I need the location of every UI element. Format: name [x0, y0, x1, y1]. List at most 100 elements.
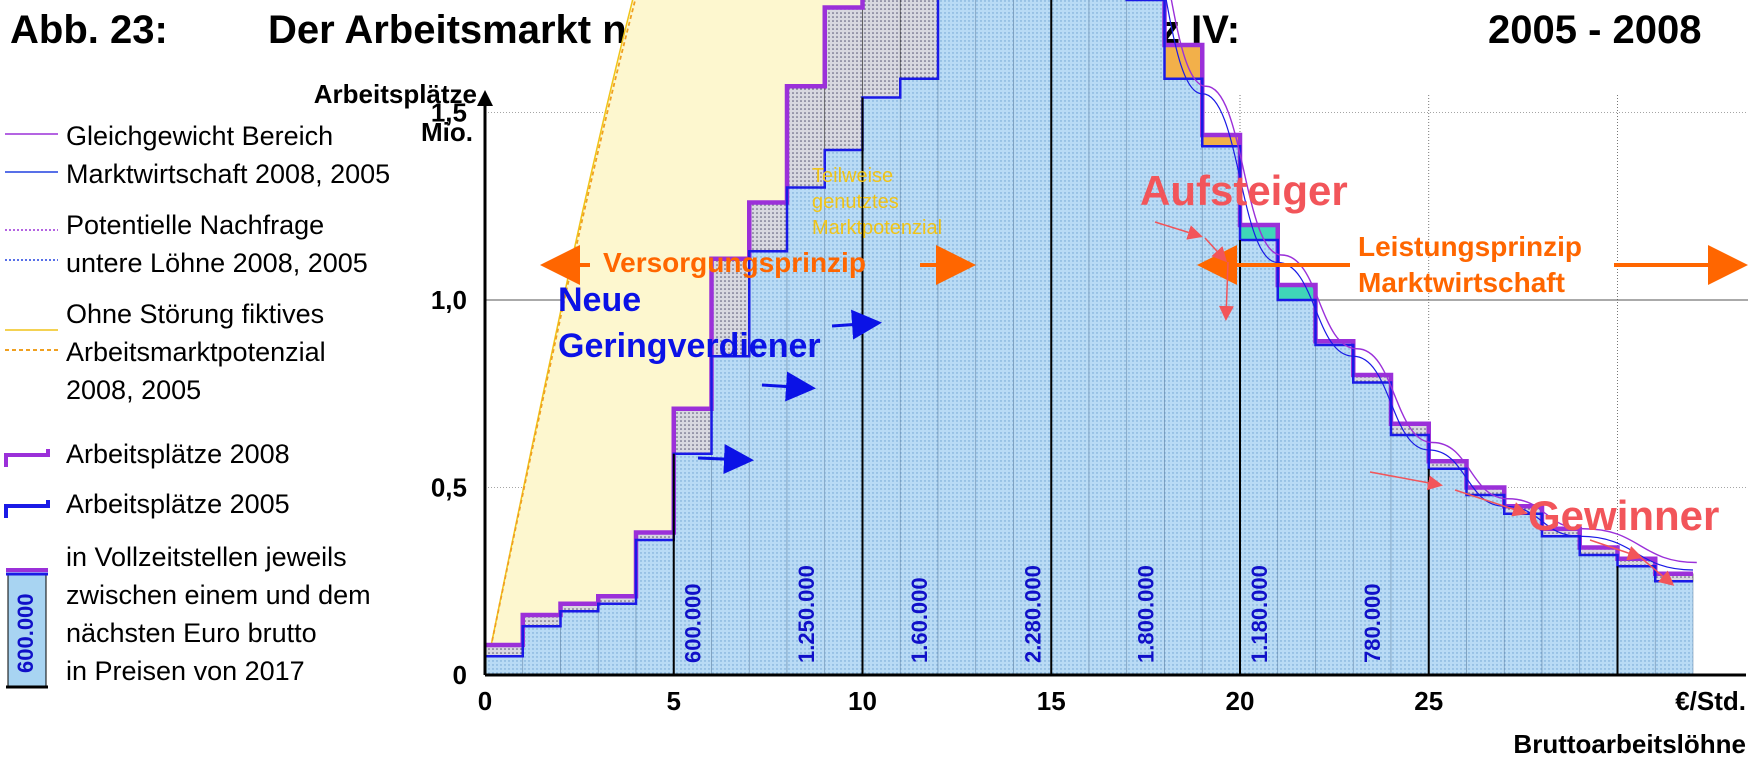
bar-2005 — [1277, 299, 1316, 676]
annotation-teilweise: Teilweise — [812, 165, 893, 187]
legend-step — [4, 449, 50, 467]
bar-2005 — [1654, 580, 1694, 676]
annotation-gewinner: Gewinner — [1528, 492, 1719, 539]
bar-value-label: 1.60.000 — [907, 577, 932, 663]
step-lines — [485, 0, 1693, 675]
legend: Gleichgewicht Bereich Marktwirtschaft 200… — [4, 121, 390, 689]
y-axis-arrow — [477, 90, 493, 106]
bar-value-label: 1.800.000 — [1134, 565, 1159, 663]
y-axis-unit: Mio. — [421, 117, 473, 147]
bar-labels: 600.000 1.250.000 1.60.000 2.280.000 1.800.0… — [681, 565, 1386, 663]
legend-bar-sample — [7, 572, 47, 687]
bar-2005 — [1617, 565, 1656, 676]
bar-2005 — [711, 355, 750, 676]
annotation-marktpotenzial: Marktpotenzial — [812, 217, 942, 239]
arrow-blue-1 — [831, 309, 882, 340]
arrow-red-5 — [1454, 489, 1528, 517]
legend-item-4: Arbeitsplätze 2008 — [4, 439, 290, 469]
bar-2005 — [1239, 239, 1279, 676]
bar-increase-2008 — [824, 7, 863, 151]
figure-number: Abb. 23: — [10, 8, 168, 52]
annotation-neue: Neue — [558, 281, 641, 319]
bar-2005 — [597, 603, 637, 676]
bar-2005 — [1390, 434, 1430, 676]
bar-increase-2008 — [862, 0, 901, 98]
bar-2005 — [748, 250, 788, 676]
legend-text-line: Arbeitsplätze 2005 — [66, 489, 290, 519]
step-line-2008 — [485, 0, 1693, 648]
x-tick-label: 20 — [1226, 686, 1255, 716]
bar-value-label: 1.250.000 — [794, 565, 819, 663]
legend-text-line: Gleichgewicht Bereich — [66, 121, 333, 151]
legend-item-5: Arbeitsplätze 2005 — [4, 489, 290, 519]
bar-2005 — [824, 149, 863, 676]
legend-text-line: Potentielle Nachfrage — [66, 210, 324, 240]
annotation-leistungsprinzip: Leistungsprinzip — [1358, 231, 1582, 262]
bar-2005 — [937, 0, 977, 676]
y-tick-label: 0 — [453, 660, 467, 690]
bar-2005 — [635, 539, 675, 676]
arrow-blue-3 — [697, 444, 754, 475]
legend-step — [4, 500, 50, 518]
annotation-marktwirtschaft: Marktwirtschaft — [1358, 267, 1565, 298]
bar-2005 — [1428, 468, 1467, 676]
bar-2005 — [1088, 0, 1128, 676]
legend-text-line: zwischen einem und dem — [66, 580, 371, 610]
arrow-red-6 — [1589, 539, 1643, 561]
legend-text-line: in Vollzeitstellen jeweils — [66, 542, 347, 572]
bar-2005 — [1126, 0, 1165, 676]
equilibrium-curve-2008 — [1170, 0, 1697, 564]
legend-item-3: Ohne Störung fiktives Arbeitsmarktpotenzi… — [5, 299, 326, 405]
bars-2005 — [484, 0, 1694, 676]
y-tick-label: 1,5 — [431, 98, 467, 128]
bar-2005 — [1201, 145, 1241, 676]
annotations: Teilweise genutztes Marktpotenzial Versorgu… — [540, 165, 1748, 586]
legend-text-line: 2008, 2005 — [66, 375, 201, 405]
x-tick-label: 25 — [1414, 686, 1443, 716]
legend-item-1: Gleichgewicht Bereich Marktwirtschaft 200… — [5, 121, 390, 189]
x-axis-label: Bruttoarbeitslöhne — [1513, 729, 1746, 759]
bar-increase-2008 — [1164, 44, 1203, 80]
arrow-red-7 — [1639, 556, 1675, 586]
bar-value-label: 2.280.000 — [1020, 565, 1045, 663]
bar-2005 — [1541, 535, 1581, 676]
arrow-red-1 — [1154, 221, 1203, 240]
bar-increase-2008 — [673, 408, 712, 455]
potential-line-2008 — [484, 0, 1136, 676]
legend-text-line: in Preisen von 2017 — [66, 656, 305, 686]
axes: 00,51,01,52,02,50510152025€/Std.Bruttoar… — [314, 79, 1746, 759]
bar-2005 — [1579, 554, 1618, 676]
bar-2005 — [522, 625, 561, 676]
bar-2005 — [1466, 494, 1505, 676]
legend-text-line: Marktwirtschaft 2008, 2005 — [66, 159, 390, 189]
annotation-genutztes: genutztes — [812, 191, 899, 213]
bar-2005 — [1050, 0, 1090, 676]
potential-line-2005 — [484, 0, 1136, 676]
bar-increase-2008 — [899, 0, 939, 80]
bar-value-label: 780.000 — [1360, 583, 1385, 663]
y-axis-label: Arbeitsplätze — [314, 79, 477, 109]
x-axis-unit: €/Std. — [1675, 686, 1746, 716]
y-tick-label: 0,5 — [431, 473, 467, 503]
legend-text-line: Arbeitsmarktpotenzial — [66, 337, 326, 367]
annotation-geringverdiener: Geringverdiener — [558, 327, 821, 365]
y-tick-label: 1,0 — [431, 285, 467, 315]
annotation-versorgungsprinzip: Versorgungsprinzip — [603, 247, 866, 278]
arrow-blue-2 — [761, 371, 816, 402]
arrow-red-3 — [1218, 261, 1234, 321]
bar-2005 — [1164, 78, 1203, 676]
x-tick-label: 15 — [1037, 686, 1066, 716]
legend-item-6: 600.000 in Vollzeitstellen jeweils zwische… — [6, 542, 371, 689]
bar-increase-2008 — [748, 202, 788, 252]
bar-value-label: 600.000 — [681, 583, 706, 663]
bar-2005 — [484, 655, 524, 676]
legend-bar-label: 600.000 — [13, 593, 38, 673]
annotation-aufsteiger: Aufsteiger — [1140, 167, 1348, 214]
legend-text-line: untere Löhne 2008, 2005 — [66, 248, 368, 278]
bar-2005 — [899, 78, 939, 676]
bar-2005 — [560, 610, 599, 676]
legend-item-2: Potentielle Nachfrage untere Löhne 2008, … — [5, 210, 368, 278]
x-tick-label: 10 — [848, 686, 877, 716]
title-years: 2005 - 2008 — [1488, 8, 1702, 52]
